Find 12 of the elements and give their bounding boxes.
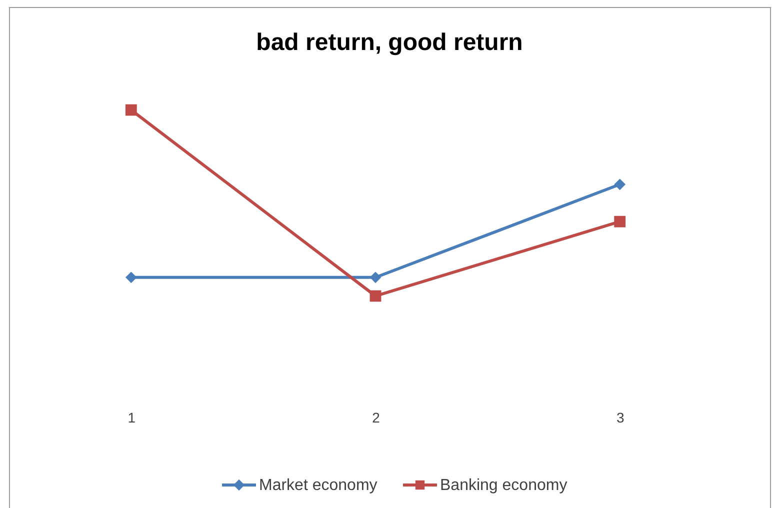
- point: [370, 290, 382, 302]
- point: [125, 104, 137, 116]
- x-tick-label: 2: [372, 410, 380, 426]
- point: [614, 216, 626, 228]
- point: [125, 272, 137, 284]
- x-tick-label: 1: [128, 410, 136, 426]
- legend-label: Banking economy: [440, 477, 568, 494]
- legend-label: Market economy: [259, 477, 378, 494]
- x-tick-label: 3: [616, 410, 624, 426]
- point: [614, 178, 626, 190]
- point: [370, 272, 382, 284]
- chart-title: bad return, good return: [256, 29, 523, 56]
